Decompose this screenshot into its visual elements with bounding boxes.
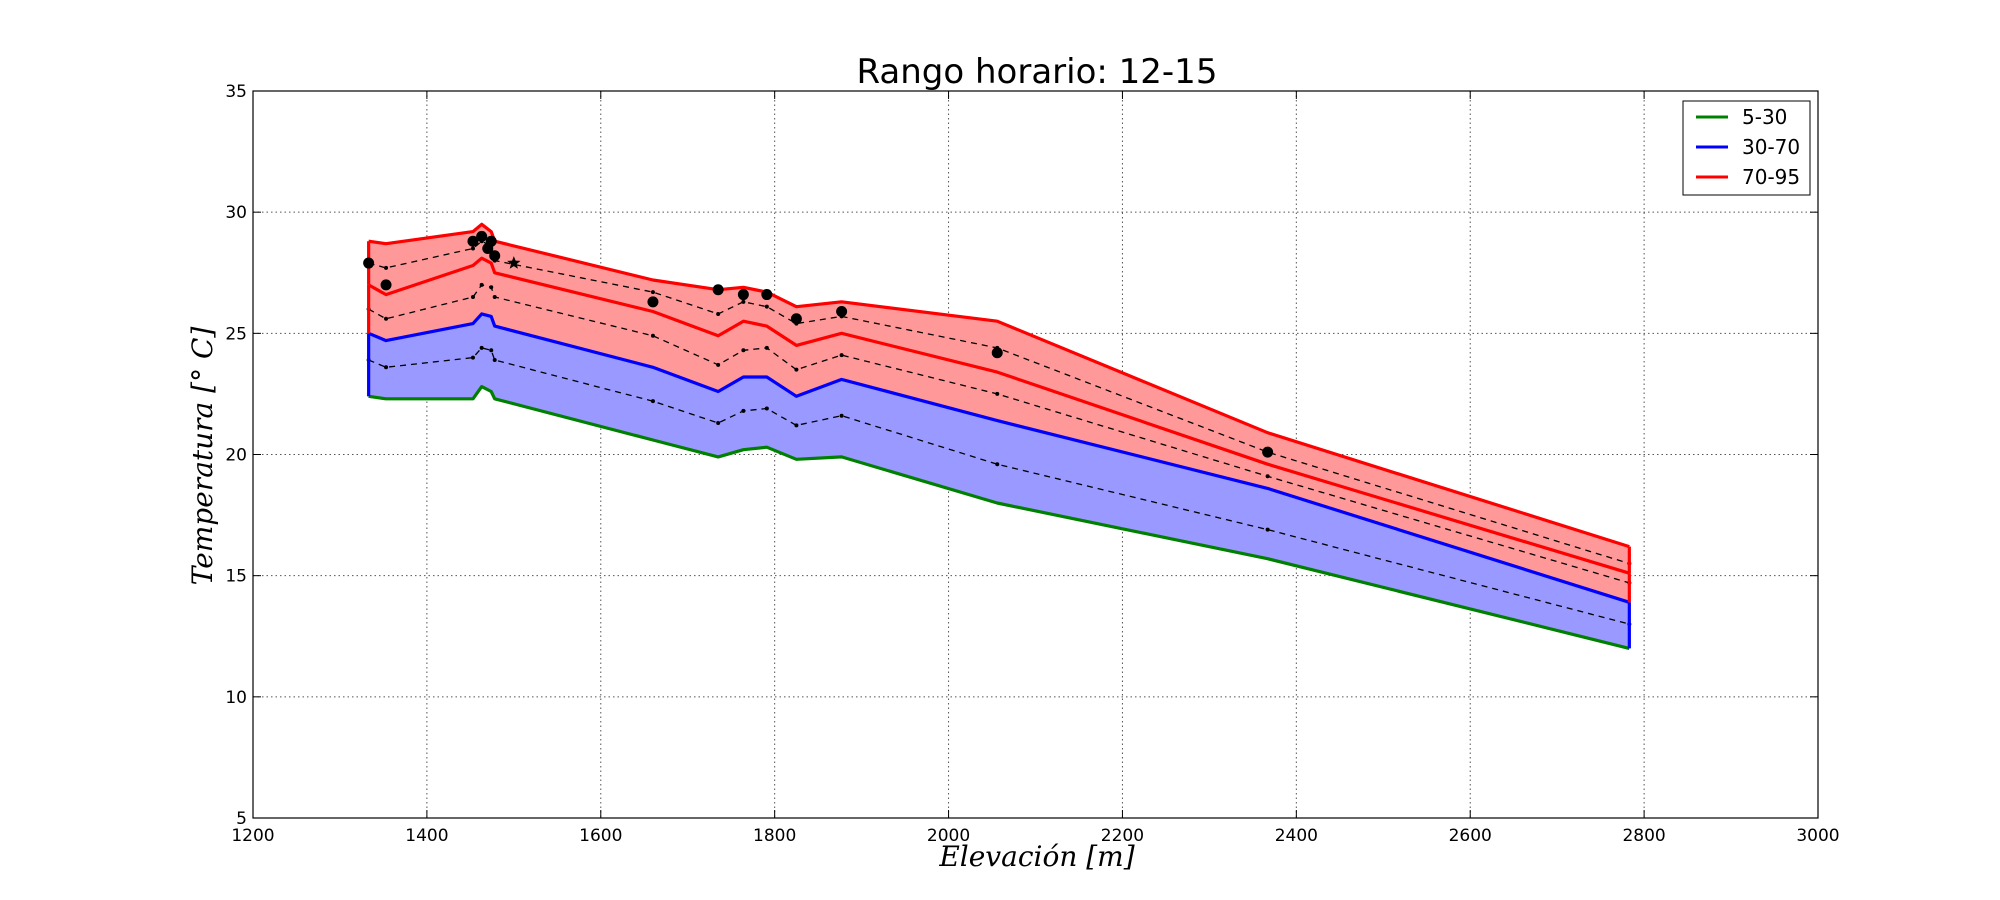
- median-point: [384, 265, 389, 270]
- legend: 5-30 30-70 70-95: [1682, 100, 1811, 196]
- observation-point: [489, 250, 501, 262]
- x-tick-label: 2800: [1622, 826, 1665, 846]
- band-fill-1: [368, 313, 1630, 649]
- x-tick-label: 1400: [405, 826, 448, 846]
- x-tick-label: 1200: [231, 826, 274, 846]
- median-point: [1265, 527, 1270, 532]
- median-point: [489, 285, 494, 290]
- median-point: [839, 413, 844, 418]
- legend-label: 30-70: [1742, 135, 1800, 159]
- legend-label: 70-95: [1742, 165, 1800, 189]
- star-marker: [507, 256, 521, 269]
- median-point: [492, 294, 497, 299]
- band-fill-3: [368, 224, 1630, 574]
- x-tick-label: 2400: [1275, 826, 1318, 846]
- median-point: [650, 399, 655, 404]
- median-point: [384, 365, 389, 370]
- x-tick-label: 2200: [1101, 826, 1144, 846]
- x-tick-label: 1600: [579, 826, 622, 846]
- observation-point: [712, 284, 724, 296]
- median-point: [839, 353, 844, 358]
- median-point: [764, 406, 769, 411]
- median-point: [650, 290, 655, 295]
- median-point: [716, 311, 721, 316]
- median-point: [1265, 474, 1270, 479]
- observation-point: [380, 279, 392, 291]
- y-tick-label: 25: [225, 324, 247, 344]
- y-tick-label: 35: [225, 82, 247, 102]
- x-tick-label: 3000: [1796, 826, 1839, 846]
- observation-point: [790, 313, 802, 325]
- observation-point: [485, 235, 497, 247]
- median-point: [489, 348, 494, 353]
- x-axis-label: Elevación [m]: [938, 840, 1134, 873]
- y-tick-label: 20: [225, 446, 247, 466]
- median-point: [716, 362, 721, 367]
- observation-point: [836, 306, 848, 318]
- observation-point: [467, 235, 479, 247]
- observation-point: [476, 230, 488, 242]
- y-tick-label: 10: [225, 688, 247, 708]
- y-tick-label: 30: [225, 203, 247, 223]
- median-point: [470, 355, 475, 360]
- series-line-70-95: [367, 256, 1630, 575]
- chart-title: Rango horario: 12-15: [857, 52, 1218, 92]
- median-point: [479, 345, 484, 350]
- observation-point: [1262, 446, 1274, 458]
- median-point: [764, 304, 769, 309]
- median-point: [479, 282, 484, 287]
- median-point: [794, 423, 799, 428]
- band-fill-2: [368, 258, 1630, 603]
- observation-point: [363, 257, 375, 269]
- observation-point: [761, 289, 773, 301]
- median-point: [470, 246, 475, 251]
- median-point: [764, 345, 769, 350]
- median-point: [470, 294, 475, 299]
- median-point: [716, 420, 721, 425]
- median-point: [741, 408, 746, 413]
- y-axis-label: Temperatura [° C]: [186, 327, 219, 586]
- observation-point: [737, 289, 749, 301]
- median-point: [384, 316, 389, 321]
- median-point: [650, 333, 655, 338]
- band-fills: [368, 224, 1630, 649]
- median-point: [995, 462, 1000, 467]
- axis-ticks: 1200 1400 1600 1800 2000 2200 2400 2600 2800 3000…: [225, 82, 1839, 846]
- median-point: [492, 357, 497, 362]
- x-tick-label: 2000: [927, 826, 970, 846]
- y-tick-label: 15: [225, 567, 247, 587]
- series-line-30-70: [367, 312, 1630, 604]
- observation-points: [363, 230, 1274, 458]
- x-tick-label: 1800: [753, 826, 796, 846]
- median-lines: [366, 239, 1632, 627]
- median-line-1: [368, 347, 1630, 625]
- series-line-5-30: [368, 385, 1630, 650]
- legend-label: 5-30: [1742, 105, 1787, 129]
- median-point: [741, 299, 746, 304]
- median-point: [995, 391, 1000, 396]
- x-tick-label: 2600: [1449, 826, 1492, 846]
- observation-point: [647, 296, 659, 308]
- y-tick-label: 5: [236, 809, 247, 829]
- observation-point: [991, 347, 1003, 359]
- median-point: [794, 367, 799, 372]
- median-point: [741, 348, 746, 353]
